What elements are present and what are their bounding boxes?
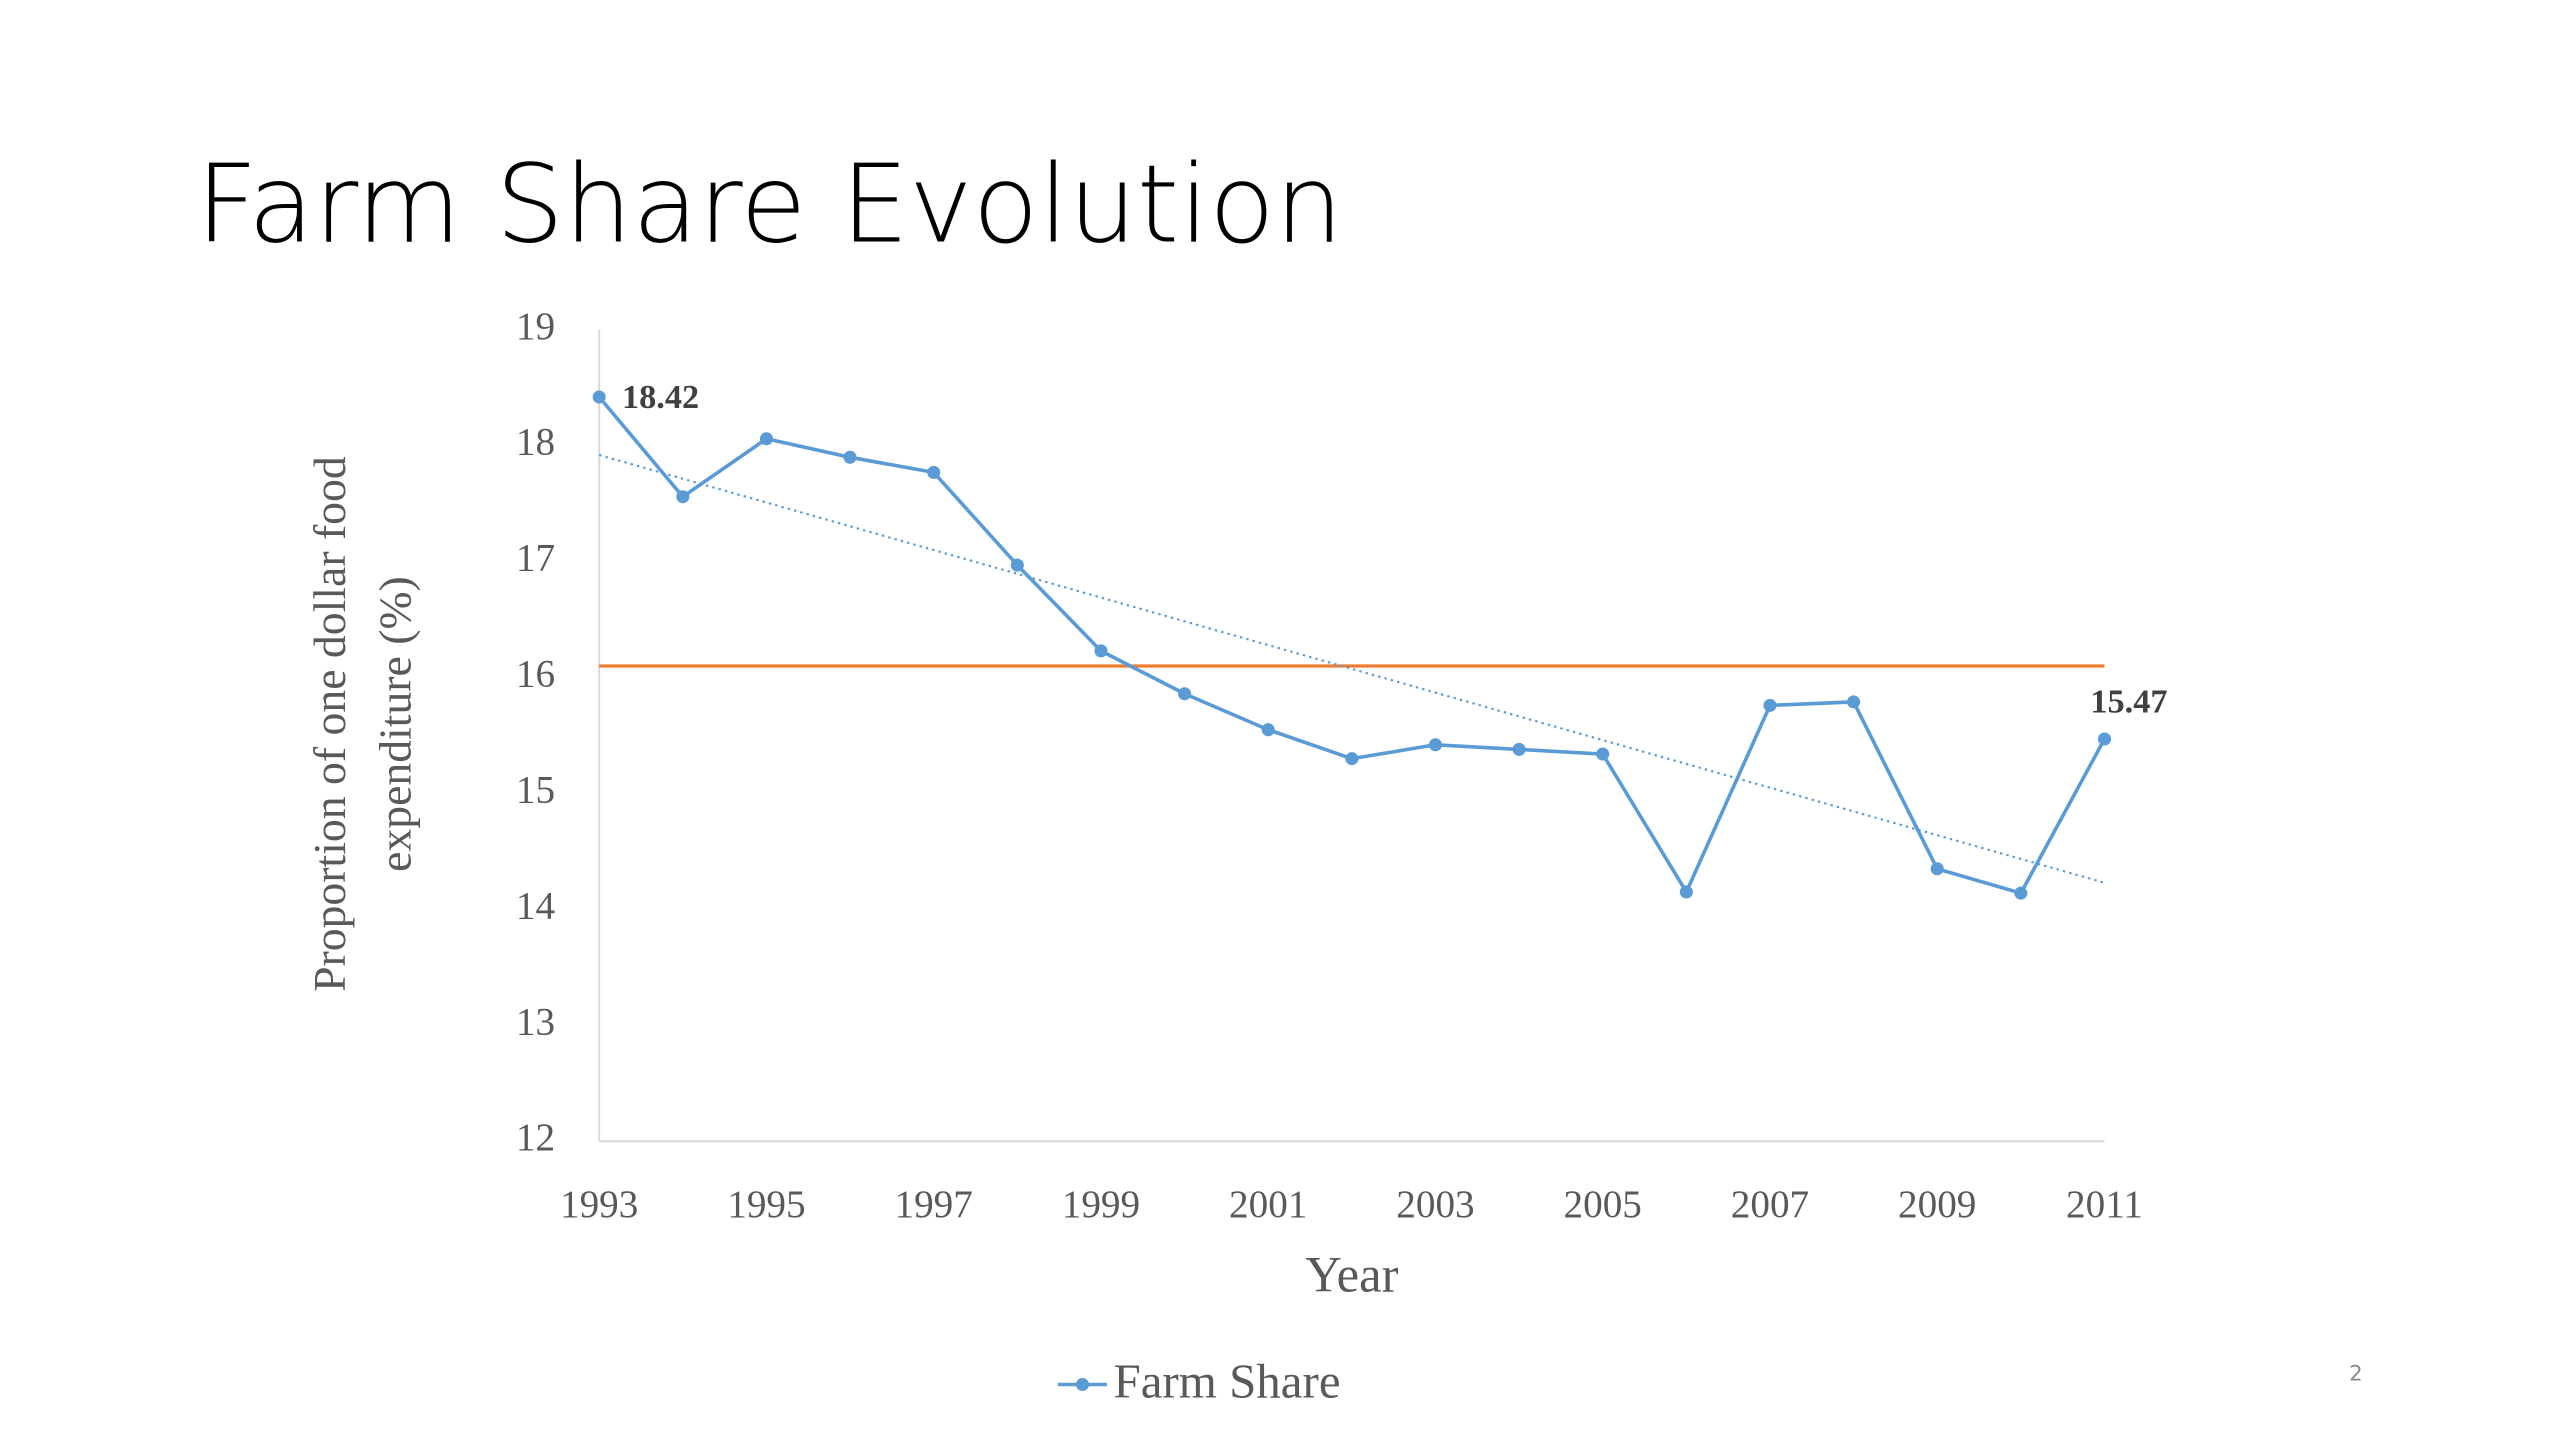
data-point <box>1847 695 1861 709</box>
data-point <box>1010 558 1024 572</box>
y-tick-label: 14 <box>516 884 555 927</box>
y-axis-title: Proportion of one dollar food <box>304 456 355 992</box>
data-label: 15.47 <box>2090 683 2167 721</box>
x-tick-label: 2009 <box>1898 1183 1976 1226</box>
slide-number: 2 <box>2349 1362 2363 1387</box>
data-point <box>676 490 690 504</box>
data-point <box>2014 886 2028 900</box>
x-tick-label: 1995 <box>727 1183 805 1226</box>
legend-label: Farm Share <box>1113 1353 1340 1408</box>
data-point <box>1930 862 1944 876</box>
data-point <box>1345 752 1359 766</box>
data-point <box>2097 732 2112 746</box>
x-tick-label: 1999 <box>1062 1183 1140 1226</box>
data-point <box>1428 738 1442 752</box>
x-tick-label: 1993 <box>560 1183 638 1226</box>
legend-marker <box>1075 1377 1089 1392</box>
data-point <box>1178 687 1192 701</box>
data-point <box>1596 747 1610 761</box>
y-tick-label: 17 <box>516 537 555 580</box>
x-axis-title: Year <box>1305 1247 1398 1303</box>
data-point <box>1261 723 1275 737</box>
data-point <box>759 432 773 446</box>
y-tick-label: 16 <box>516 653 555 696</box>
x-tick-label: 2011 <box>2066 1183 2143 1226</box>
data-point <box>927 465 941 479</box>
data-point <box>1679 885 1693 899</box>
y-tick-label: 19 <box>516 305 555 348</box>
x-tick-label: 2007 <box>1731 1183 1809 1226</box>
data-point <box>1094 644 1108 658</box>
x-tick-label: 2001 <box>1229 1183 1307 1226</box>
data-point <box>592 390 606 404</box>
slide-title: Farm Share Evolution <box>196 142 1343 267</box>
y-tick-label: 12 <box>516 1116 555 1159</box>
x-tick-label: 2003 <box>1396 1183 1474 1226</box>
series-line <box>597 395 2107 896</box>
data-label: 18.42 <box>622 378 699 416</box>
y-tick-label: 13 <box>516 1000 555 1043</box>
x-tick-label: 2005 <box>1564 1183 1642 1226</box>
y-tick-label: 15 <box>516 768 555 811</box>
data-point <box>1512 742 1526 756</box>
x-tick-label: 1997 <box>895 1183 973 1226</box>
data-point <box>1763 698 1777 712</box>
trendline <box>598 453 2105 884</box>
data-point <box>843 450 857 464</box>
y-tick-label: 18 <box>516 421 555 464</box>
y-axis-title: expenditure (%) <box>369 576 420 872</box>
